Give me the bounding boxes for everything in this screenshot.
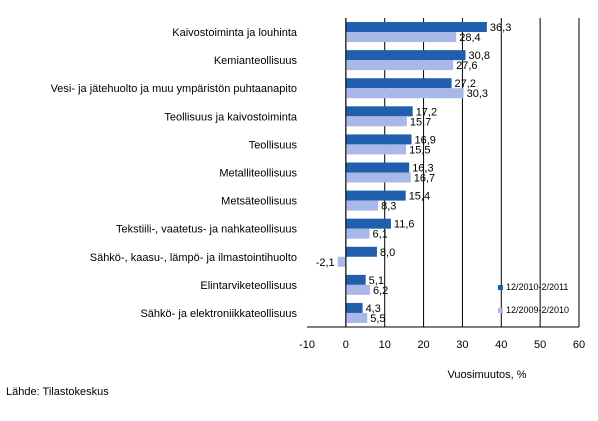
value-label-s1-4: 16,9 [415,134,436,146]
bar-s1-1 [345,50,466,61]
source-note: Lähde: Tilastokeskus [6,386,109,398]
value-label-s1-2: 27,2 [455,78,476,90]
value-label-s2-6: 8,3 [381,201,396,213]
bar-s1-8 [345,246,377,257]
category-label-8: Sähkö-, kaasu-, lämpö- ja ilmastointihuo… [90,252,297,264]
value-label-s2-3: 15,7 [410,116,431,128]
value-label-s2-10: 5,5 [370,313,385,325]
bar-s1-7 [345,218,391,229]
bar-s2-9 [345,284,370,295]
x-tick-label-4: 30 [456,339,468,351]
value-label-s2-4: 15,5 [409,144,430,156]
bar-s1-6 [345,190,406,201]
bar-s2-3 [345,116,407,127]
category-label-1: Kemianteollisuus [214,55,298,67]
bar-s2-7 [345,228,370,239]
bar-s1-2 [345,78,452,89]
bar-s1-0 [345,22,487,33]
value-label-s1-10: 4,3 [366,303,381,315]
value-label-s2-7: 6,1 [373,229,388,241]
bar-s1-5 [345,162,410,173]
category-label-9: Elintarviketeollisuus [200,280,297,292]
legend-label-1: 12/2010-2/2011 [506,282,568,292]
value-label-s2-5: 16,7 [414,173,435,185]
category-label-2: Vesi- ja jätehuolto ja muu ympäristön pu… [51,83,297,95]
x-tick-label-5: 40 [495,339,507,351]
legend-label-2: 12/2009-2/2010 [506,305,569,315]
category-label-0: Kaivostoiminta ja louhinta [172,27,298,39]
legend-swatch-2 [498,308,503,313]
x-tick-label-1: 0 [343,339,349,351]
value-label-s2-1: 27,6 [456,60,477,72]
value-label-s1-9: 5,1 [369,275,384,287]
value-label-s1-7: 11,6 [394,219,415,231]
value-label-s2-0: 28,4 [459,32,480,44]
value-label-s1-8: 8,0 [380,247,395,259]
bar-s2-10 [345,312,368,323]
bar-s2-4 [345,144,407,155]
bar-s2-1 [345,60,454,71]
bar-s2-5 [345,172,411,183]
category-label-7: Tekstiili-, vaatetus- ja nahkateollisuus [116,224,297,236]
bar-s1-4 [345,134,412,145]
category-label-4: Teollisuus [249,139,298,151]
value-label-s1-5: 16,3 [412,163,433,175]
x-tick-label-7: 60 [573,339,585,351]
bar-s2-6 [345,200,379,211]
value-label-s2-9: 6,2 [373,285,388,297]
category-label-3: Teollisuus ja kaivostoiminta [164,111,298,123]
bar-s1-9 [345,274,366,285]
value-label-s2-8: -2,1 [316,257,335,269]
category-label-6: Metsäteollisuus [221,196,297,208]
value-label-s2-2: 30,3 [467,88,488,100]
bar-s1-10 [345,302,363,313]
legend-swatch-1 [498,285,503,290]
x-tick-label-2: 10 [379,339,391,351]
x-tick-label-0: -10 [299,339,315,351]
bar-s1-3 [345,106,413,117]
value-label-s1-1: 30,8 [469,50,490,62]
category-label-5: Metalliteollisuus [219,168,297,180]
category-label-10: Sähkö- ja elektroniikkateollisuus [140,308,297,320]
bar-s2-2 [345,88,464,99]
value-label-s1-3: 17,2 [416,106,437,118]
bar-s2-0 [345,32,457,43]
bar-s2-8 [337,256,346,267]
value-label-s1-0: 36,3 [490,22,511,34]
x-tick-label-3: 20 [417,339,429,351]
x-axis-title: Vuosimuutos, % [447,369,526,381]
x-tick-label-6: 50 [534,339,546,351]
value-label-s1-6: 15,4 [409,191,430,203]
